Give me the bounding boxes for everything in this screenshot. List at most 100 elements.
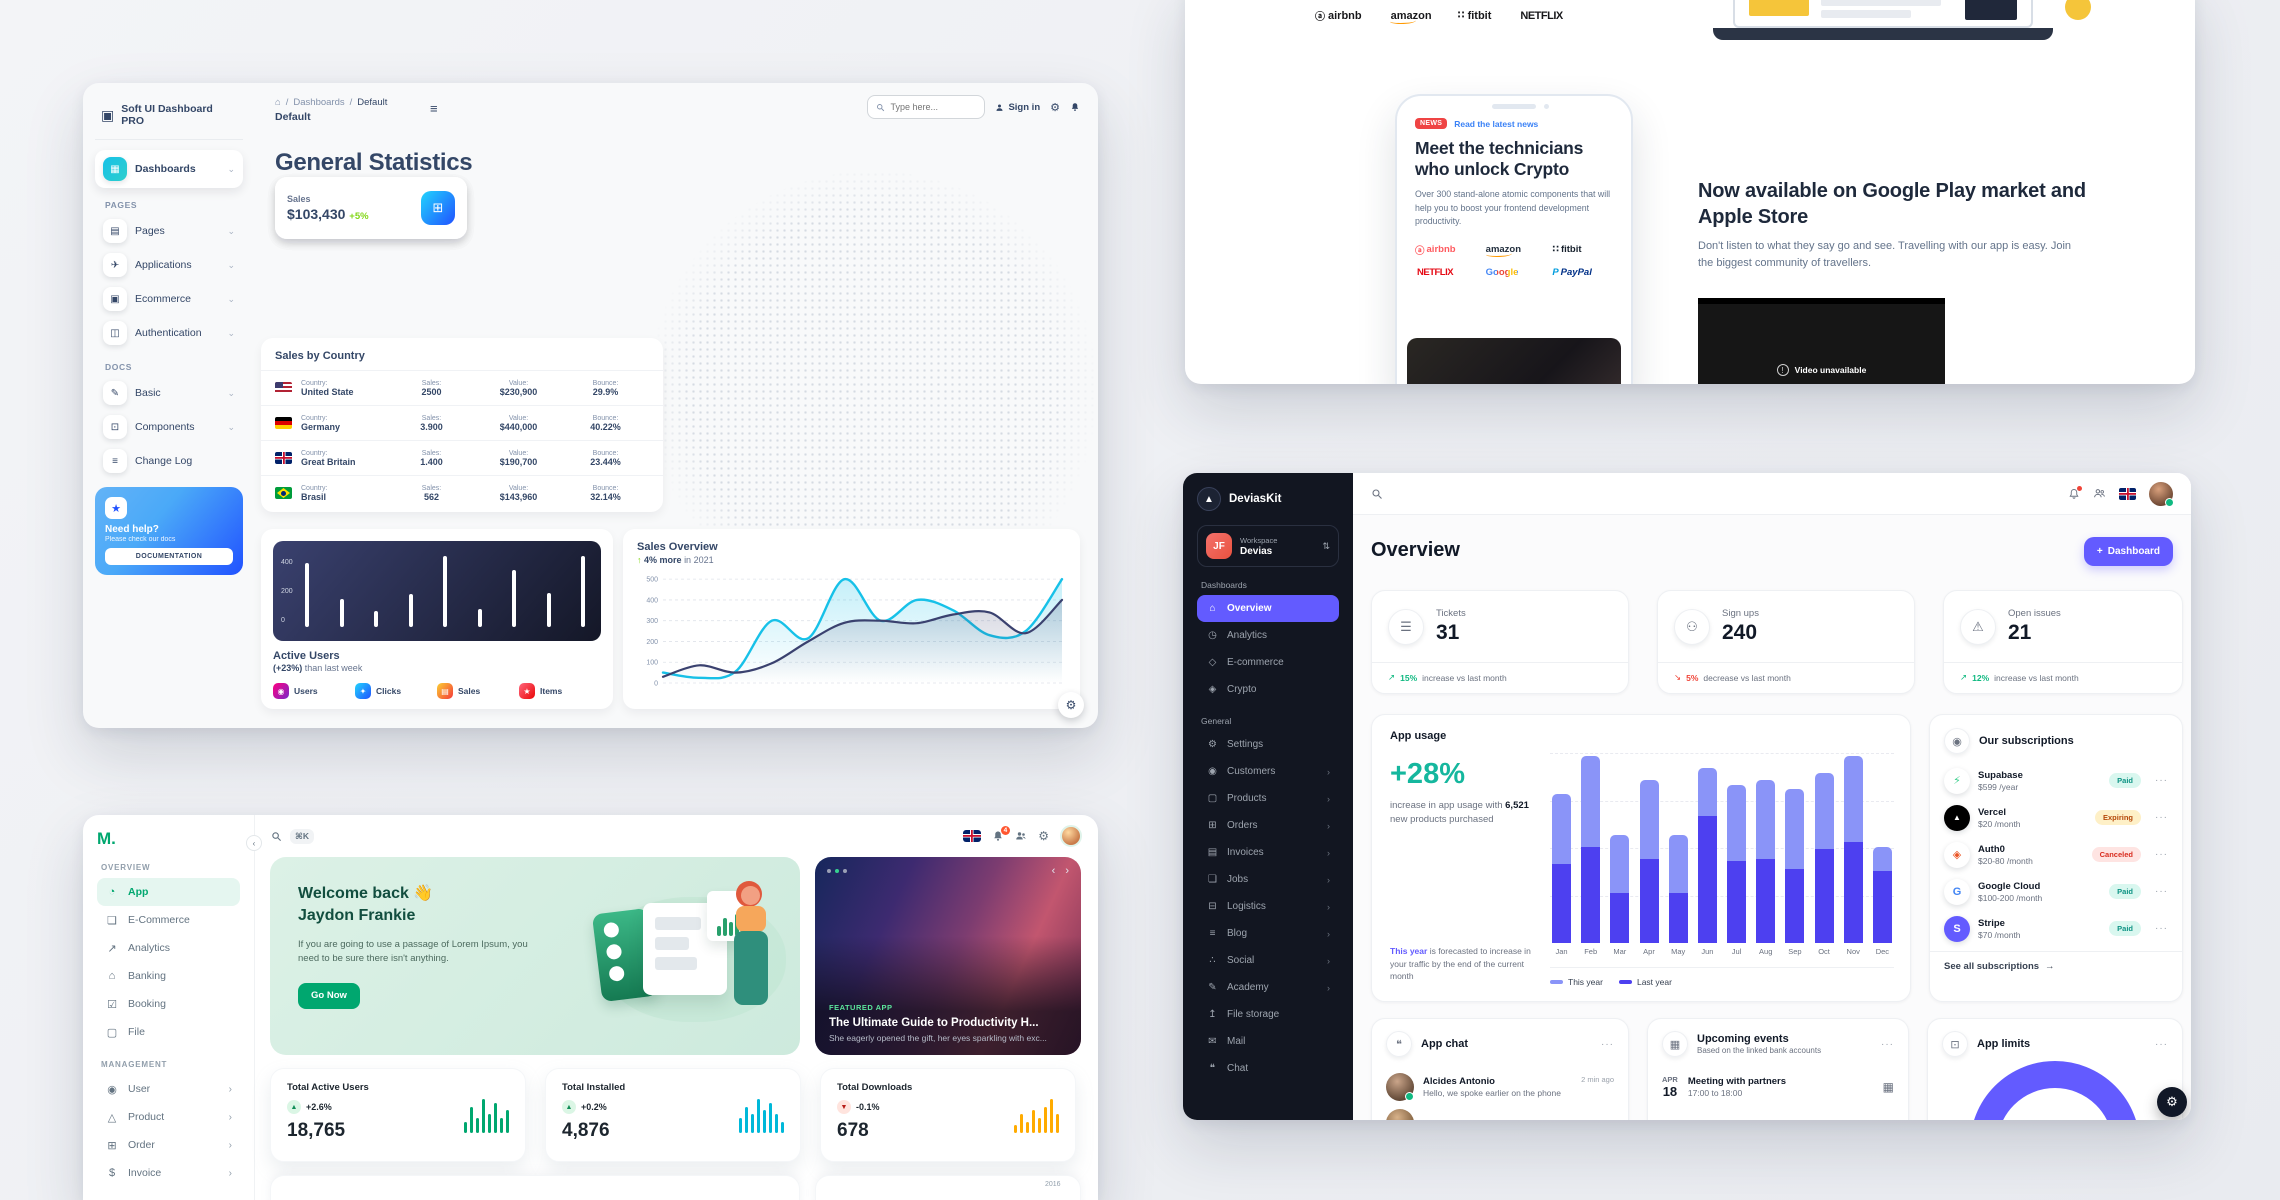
home-icon[interactable]: ⌂ bbox=[275, 97, 281, 108]
sidebar-item[interactable]: ❏ Jobs › bbox=[1197, 866, 1339, 893]
sidebar-item[interactable]: ❏ E-Commerce bbox=[97, 906, 240, 934]
sidebar-item[interactable]: ✎ Academy › bbox=[1197, 974, 1339, 1001]
carousel-next-icon[interactable]: › bbox=[1065, 865, 1069, 877]
sidebar-item[interactable]: ↗ Analytics bbox=[97, 934, 240, 962]
sidebar-item[interactable]: ⌂ Overview bbox=[1197, 595, 1339, 622]
sidebar-item[interactable]: ≡ Change Log bbox=[95, 444, 243, 478]
sidebar-item[interactable]: ≡ Blog › bbox=[1197, 920, 1339, 947]
contacts-icon[interactable] bbox=[2093, 487, 2106, 500]
table-row[interactable]: Country: United State Sales: 2500 Value:… bbox=[261, 370, 663, 405]
avatar[interactable] bbox=[1060, 825, 1082, 847]
sidebar-item[interactable]: ✈ Applications ⌄ bbox=[95, 248, 243, 282]
subscription-row[interactable]: ◈ Auth0 $20-80 /month Canceled ··· bbox=[1930, 836, 2182, 873]
sidebar-item-icon: ≡ bbox=[103, 449, 127, 473]
event-row[interactable]: APR 18 Meeting with partners 17:00 to 18… bbox=[1648, 1065, 1908, 1099]
sidebar-item[interactable]: ▢ File bbox=[97, 1018, 240, 1046]
workspace-selector[interactable]: JF Workspace Devias ⇅ bbox=[1197, 525, 1339, 567]
sidebar-item[interactable]: ◇ E-commerce bbox=[1197, 649, 1339, 676]
softui-brand[interactable]: ▣ Soft UI Dashboard PRO bbox=[95, 97, 243, 140]
news-link[interactable]: Read the latest news bbox=[1454, 118, 1539, 129]
search-icon[interactable] bbox=[1371, 488, 1383, 500]
more-menu-icon[interactable]: ··· bbox=[2155, 1038, 2168, 1050]
bell-icon[interactable] bbox=[2068, 485, 2082, 500]
more-menu-icon[interactable]: ··· bbox=[2155, 812, 2168, 823]
sidebar-item[interactable]: ✎ Basic ⌄ bbox=[95, 376, 243, 410]
language-flag-icon[interactable] bbox=[2119, 487, 2136, 500]
sidebar-item-label: Orders bbox=[1227, 820, 1258, 831]
sidebar-item[interactable]: ∴ Social › bbox=[1197, 947, 1339, 974]
sign-in-button[interactable]: Sign in bbox=[995, 102, 1040, 113]
sidebar-item-dashboards[interactable]: ▦ Dashboards ⌄ bbox=[95, 150, 243, 188]
sidebar-item[interactable]: ◷ Analytics bbox=[1197, 622, 1339, 649]
table-row[interactable]: Country: Brasil Sales: 562 Value: $143,9… bbox=[261, 475, 663, 510]
chat-sender: Alcides Antonio bbox=[1423, 1076, 1495, 1087]
bell-icon[interactable]: 4 bbox=[992, 826, 1011, 842]
gear-icon[interactable]: ⚙ bbox=[1050, 101, 1060, 114]
more-menu-icon[interactable]: ··· bbox=[2155, 886, 2168, 897]
sidebar-item[interactable]: ▤ Pages ⌄ bbox=[95, 214, 243, 248]
help-subtitle: Please check our docs bbox=[105, 536, 176, 543]
subscription-row[interactable]: ⚡ Supabase $599 /year Paid ··· bbox=[1930, 762, 2182, 799]
carousel-prev-icon[interactable]: ‹ bbox=[1051, 865, 1056, 877]
bell-icon[interactable] bbox=[1070, 102, 1080, 112]
more-menu-icon[interactable]: ··· bbox=[1601, 1038, 1614, 1050]
sidebar-item[interactable]: △ Product › bbox=[97, 1103, 240, 1131]
add-dashboard-button[interactable]: + Dashboard bbox=[2083, 537, 2173, 566]
featured-app-card[interactable]: ‹ › FEATURED APP The Ultimate Guide to P… bbox=[815, 857, 1081, 1055]
subscription-row[interactable]: ▲ Vercel $20 /month Expiring ··· bbox=[1930, 799, 2182, 836]
settings-fab[interactable]: ⚙ bbox=[2157, 1087, 2187, 1117]
sidebar-item[interactable]: ⊞ Orders › bbox=[1197, 812, 1339, 839]
sidebar-item[interactable]: ▣ Ecommerce ⌄ bbox=[95, 282, 243, 316]
devias-main: Overview + Dashboard ☰ Tickets 31 ↗ 15% inc… bbox=[1353, 473, 2191, 1120]
breadcrumb-default[interactable]: Default bbox=[357, 97, 388, 108]
sidebar-item[interactable]: ⚙ Settings bbox=[1197, 731, 1339, 758]
search-icon[interactable] bbox=[271, 831, 282, 842]
go-now-button[interactable]: Go Now bbox=[298, 982, 360, 1009]
sidebar-item[interactable]: ☑ Booking bbox=[97, 990, 240, 1018]
sidebar-item[interactable]: ◔ App bbox=[97, 878, 240, 906]
hamburger-icon[interactable]: ≡ bbox=[430, 101, 438, 116]
sidebar-item[interactable]: ❝ Chat bbox=[1197, 1055, 1339, 1082]
axis-year-label: 2016 bbox=[1045, 1181, 1061, 1188]
see-all-subscriptions-link[interactable]: See all subscriptions → bbox=[1930, 951, 2182, 981]
sidebar-item[interactable]: ⊡ Components ⌄ bbox=[95, 410, 243, 444]
sidebar-item[interactable]: ◫ Authentication ⌄ bbox=[95, 316, 243, 350]
more-menu-icon[interactable]: ··· bbox=[2155, 923, 2168, 934]
sidebar-item[interactable]: ◉ User › bbox=[97, 1075, 240, 1103]
sidebar-item[interactable]: ⊞ Order › bbox=[97, 1131, 240, 1159]
col-label: Sales: bbox=[421, 379, 442, 387]
sidebar-item[interactable]: ◉ Customers › bbox=[1197, 758, 1339, 785]
page-title: Overview bbox=[1371, 539, 1460, 561]
gear-icon[interactable]: ⚙ bbox=[1038, 829, 1049, 843]
welcome-card: Welcome back 👋 Jaydon Frankie If you are … bbox=[270, 857, 800, 1055]
sidebar-item[interactable]: ⌂ Banking bbox=[97, 962, 240, 990]
breadcrumb-dashboards[interactable]: Dashboards bbox=[293, 97, 345, 108]
minimal-logo[interactable]: M. bbox=[97, 829, 116, 848]
contacts-icon[interactable] bbox=[1015, 830, 1027, 842]
svg-text:0: 0 bbox=[654, 681, 658, 688]
sidebar-collapse-button[interactable]: ‹ bbox=[246, 835, 262, 851]
table-row[interactable]: Country: Great Britain Sales: 1.400 Valu… bbox=[261, 440, 663, 475]
settings-fab[interactable]: ⚙ bbox=[1058, 692, 1084, 718]
sidebar-item[interactable]: ✉ Mail bbox=[1197, 1028, 1339, 1055]
subscription-row[interactable]: S Stripe $70 /month Paid ··· bbox=[1930, 910, 2182, 947]
subscription-row[interactable]: G Google Cloud $100-200 /month Paid ··· bbox=[1930, 873, 2182, 910]
language-flag-icon[interactable] bbox=[963, 830, 982, 842]
sidebar-item[interactable]: ▤ Invoices › bbox=[1197, 839, 1339, 866]
sidebar-item[interactable]: ↥ File storage bbox=[1197, 1001, 1339, 1028]
chat-message-row[interactable]: Alcides Antonio Hello, we spoke earlier … bbox=[1372, 1065, 1628, 1101]
more-menu-icon[interactable]: ··· bbox=[1881, 1038, 1894, 1050]
table-row[interactable]: Country: Germany Sales: 3.900 Value: $44… bbox=[261, 405, 663, 440]
avatar[interactable] bbox=[2149, 481, 2174, 507]
devias-brand[interactable]: ▲ DeviasKit bbox=[1197, 487, 1339, 511]
more-menu-icon[interactable]: ··· bbox=[2155, 849, 2168, 860]
sidebar-item[interactable]: ▢ Products › bbox=[1197, 785, 1339, 812]
search-input[interactable] bbox=[890, 102, 971, 112]
documentation-button[interactable]: DOCUMENTATION bbox=[105, 548, 233, 565]
more-menu-icon[interactable]: ··· bbox=[2155, 775, 2168, 786]
video-embed[interactable]: ! Video unavailable bbox=[1698, 298, 1945, 384]
chevron-right-icon: › bbox=[1327, 955, 1330, 966]
sidebar-item[interactable]: ◈ Crypto bbox=[1197, 676, 1339, 703]
sidebar-item[interactable]: $ Invoice › bbox=[97, 1159, 240, 1187]
sidebar-item[interactable]: ⊟ Logistics › bbox=[1197, 893, 1339, 920]
